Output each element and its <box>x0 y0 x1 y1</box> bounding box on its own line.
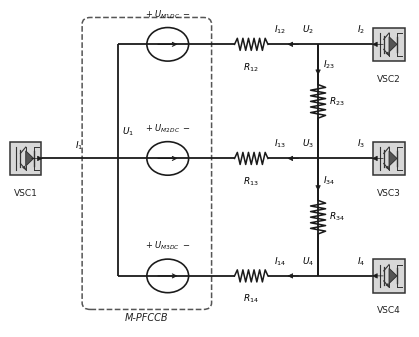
Text: $R_{34}$: $R_{34}$ <box>328 211 344 223</box>
Polygon shape <box>389 37 397 52</box>
Text: $U_4$: $U_4$ <box>302 255 314 268</box>
Polygon shape <box>26 151 34 166</box>
Text: $U_3$: $U_3$ <box>302 137 314 150</box>
Text: $I_{34}$: $I_{34}$ <box>323 175 335 187</box>
Bar <box>10 142 41 175</box>
Text: $I_1$: $I_1$ <box>75 139 84 152</box>
Text: $R_{12}$: $R_{12}$ <box>243 61 259 73</box>
Polygon shape <box>389 268 397 283</box>
Text: $+\ U_{M2DC}\ -$: $+\ U_{M2DC}\ -$ <box>145 122 191 135</box>
Text: $R_{13}$: $R_{13}$ <box>243 175 259 188</box>
Text: $R_{23}$: $R_{23}$ <box>328 95 344 108</box>
Text: $I_{23}$: $I_{23}$ <box>323 59 335 71</box>
Text: VSC4: VSC4 <box>377 306 401 315</box>
Text: VSC2: VSC2 <box>377 74 401 84</box>
Text: M-PFCCB: M-PFCCB <box>125 313 169 323</box>
Text: $I_2$: $I_2$ <box>357 24 365 36</box>
Text: $U_2$: $U_2$ <box>302 24 314 36</box>
Bar <box>373 142 405 175</box>
Text: $I_{14}$: $I_{14}$ <box>274 255 287 268</box>
Text: $U_1$: $U_1$ <box>122 126 134 138</box>
Bar <box>373 28 405 61</box>
Bar <box>373 259 405 293</box>
Text: $+\ U_{M3DC}\ -$: $+\ U_{M3DC}\ -$ <box>145 240 191 252</box>
Text: $I_3$: $I_3$ <box>357 137 365 150</box>
Text: $+\ U_{M1DC}\ -$: $+\ U_{M1DC}\ -$ <box>145 8 191 21</box>
Text: VSC3: VSC3 <box>377 189 401 197</box>
Text: VSC1: VSC1 <box>14 189 38 197</box>
Polygon shape <box>389 151 397 166</box>
Text: $I_4$: $I_4$ <box>357 255 365 268</box>
Text: $I_{13}$: $I_{13}$ <box>274 137 287 150</box>
Text: $I_{12}$: $I_{12}$ <box>274 24 287 36</box>
Text: $R_{14}$: $R_{14}$ <box>243 293 259 305</box>
